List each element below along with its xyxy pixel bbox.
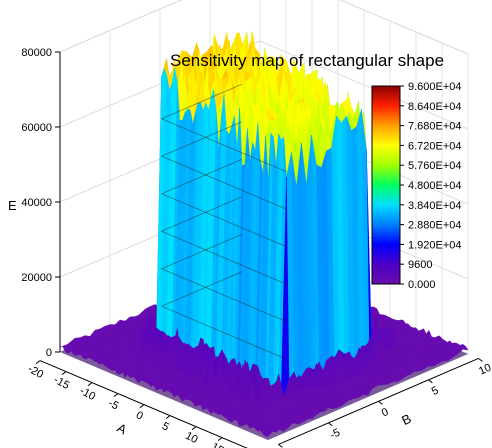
- colorbar-label: 4.800E+04: [408, 180, 462, 192]
- b-tick-mark: [378, 400, 383, 405]
- chart-title: Sensitivity map of rectangular shape: [170, 51, 444, 70]
- contour-line: [160, 196, 287, 285]
- colorbar-label: 0.000: [408, 279, 436, 291]
- z-tick-label: 60000: [21, 122, 52, 134]
- b-axis-label: B: [399, 411, 413, 428]
- z-axis-label: E: [8, 198, 17, 213]
- colorbar-label: 9.600E+04: [408, 81, 462, 93]
- surface-cell: [265, 429, 274, 437]
- contour-line: [160, 234, 287, 322]
- surface-mesh: [59, 31, 469, 437]
- a-axis-label: A: [115, 420, 130, 437]
- a-tick-label: -20: [26, 363, 46, 381]
- colorbar-label: 8.640E+04: [408, 101, 462, 113]
- a-tick-mark: [61, 371, 67, 376]
- a-tick-label: -15: [52, 374, 72, 392]
- contour-line: [160, 271, 287, 360]
- a-tick-label: -10: [78, 385, 98, 403]
- colorbar-label: 2.880E+04: [408, 220, 462, 232]
- colorbar-label: 3.840E+04: [408, 200, 462, 212]
- z-tick-label: 0: [46, 347, 52, 359]
- colorbar-gradient: [371, 85, 401, 285]
- a-tick-label: 0: [134, 409, 145, 422]
- axes: 020000400006000080000-20-15-10-505101520…: [8, 47, 492, 448]
- a-tick-mark: [165, 415, 171, 420]
- a-tick-mark: [35, 360, 41, 365]
- a-tick-mark: [217, 437, 223, 442]
- z-tick-label: 80000: [21, 47, 52, 59]
- colorbar: 0.000 9600 1.920E+04 2.880E+04 3.840E+04 4.80…: [371, 81, 462, 291]
- b-tick-label: 0: [380, 406, 391, 419]
- z-tick-label: 20000: [21, 272, 52, 284]
- b-tick-mark: [428, 379, 433, 384]
- b-tick-mark: [328, 422, 333, 427]
- colorbar-label: 6.720E+04: [408, 140, 462, 152]
- a-tick-label: -5: [106, 397, 120, 412]
- b-tick-label: 10: [477, 362, 492, 378]
- wall-gridline: [59, 0, 469, 55]
- colorbar-label: 7.680E+04: [408, 121, 462, 133]
- colorbar-label: 1.920E+04: [408, 239, 462, 251]
- colorbar-label: 5.760E+04: [408, 160, 462, 172]
- a-tick-label: 10: [183, 430, 199, 446]
- b-tick-label: 5: [430, 384, 441, 397]
- a-tick-label: 5: [160, 420, 171, 433]
- z-tick-label: 40000: [21, 197, 52, 209]
- a-tick-mark: [139, 404, 145, 409]
- a-tick-mark: [191, 426, 197, 431]
- contour-line: [160, 121, 287, 210]
- a-tick-label: 15: [209, 441, 225, 448]
- b-tick-mark: [478, 357, 483, 362]
- b-tick-mark: [278, 443, 283, 448]
- b-tick-label: -5: [328, 427, 342, 442]
- a-tick-mark: [113, 393, 119, 398]
- colorbar-label: 9600: [408, 259, 432, 271]
- contour-line: [160, 159, 287, 247]
- a-tick-mark: [87, 382, 93, 387]
- contour-line: [160, 84, 287, 172]
